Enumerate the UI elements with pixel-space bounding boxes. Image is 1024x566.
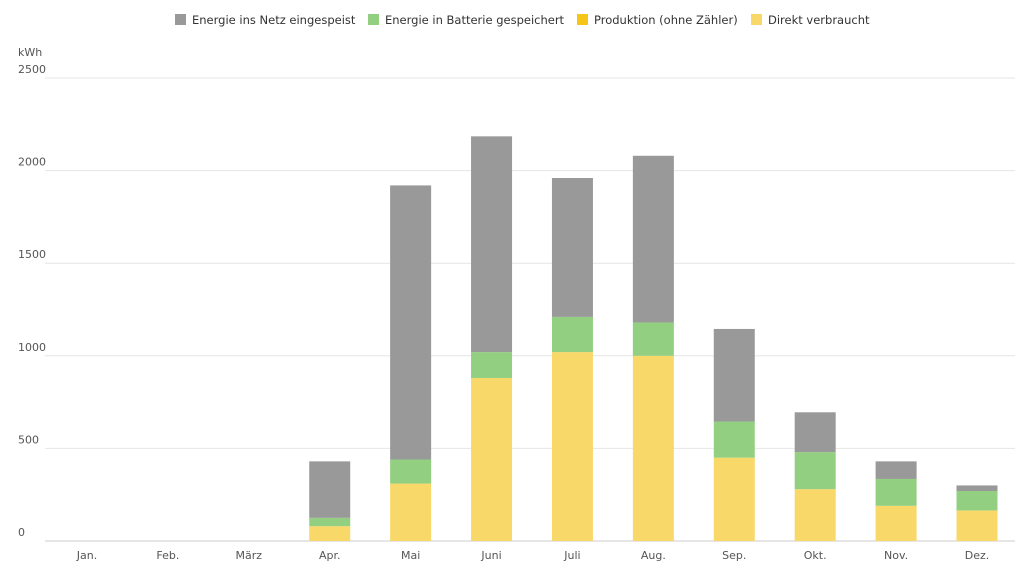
bar-segment-energie-in-batterie-gespeichert-3 (309, 517, 351, 527)
bar-segment-energie-in-batterie-gespeichert-7 (632, 322, 674, 356)
y-axis-unit-label: kWh (18, 46, 42, 59)
legend-swatch-3 (751, 14, 762, 25)
gridlines: 0 500 1000 1500 2000 2500 (18, 63, 1015, 542)
x-tick-label-11: Dez. (965, 549, 990, 562)
bar-segment-direkt-verbraucht-7 (632, 355, 674, 541)
bar-segment-energie-ins-netz-eingespeist-4 (390, 185, 432, 460)
bar-segment-energie-ins-netz-eingespeist-7 (632, 155, 674, 323)
bar-segment-energie-ins-netz-eingespeist-8 (713, 328, 755, 422)
bar-segment-direkt-verbraucht-10 (875, 505, 917, 541)
y-tick-label-1500: 1500 (18, 248, 46, 261)
bar-segment-energie-in-batterie-gespeichert-9 (794, 452, 836, 490)
y-tick-label-2500: 2500 (18, 63, 46, 76)
y-tick-label-1000: 1000 (18, 341, 46, 354)
legend-label-3: Direkt verbraucht (768, 13, 870, 27)
x-axis-ticks: Jan. Feb. März Apr. Mai Juni Juli Aug. Sep. Okt. N… (76, 549, 989, 562)
legend: Energie ins Netz eingespeist Energie in B… (175, 13, 870, 27)
bar-segment-energie-ins-netz-eingespeist-9 (794, 412, 836, 453)
y-tick-label-500: 500 (18, 433, 39, 446)
legend-label-0: Energie ins Netz eingespeist (192, 13, 356, 27)
bar-segment-energie-ins-netz-eingespeist-3 (309, 461, 351, 518)
bar-segment-energie-in-batterie-gespeichert-5 (471, 352, 513, 379)
bar-segment-energie-ins-netz-eingespeist-11 (956, 485, 998, 491)
bars (309, 136, 998, 541)
bar-segment-direkt-verbraucht-9 (794, 489, 836, 541)
legend-swatch-1 (368, 14, 379, 25)
bar-segment-direkt-verbraucht-3 (309, 526, 351, 541)
x-tick-label-8: Sep. (722, 549, 746, 562)
bar-segment-energie-ins-netz-eingespeist-10 (875, 461, 917, 479)
x-tick-label-10: Nov. (884, 549, 908, 562)
x-tick-label-0: Jan. (76, 549, 97, 562)
bar-segment-energie-ins-netz-eingespeist-6 (551, 178, 593, 317)
x-tick-label-1: Feb. (156, 549, 179, 562)
x-tick-label-4: Mai (401, 549, 420, 562)
bar-segment-energie-in-batterie-gespeichert-8 (713, 421, 755, 458)
bar-segment-direkt-verbraucht-11 (956, 510, 998, 541)
x-tick-label-6: Juli (563, 549, 580, 562)
legend-label-1: Energie in Batterie gespeichert (385, 13, 565, 27)
y-tick-label-2000: 2000 (18, 156, 46, 169)
legend-swatch-2 (577, 14, 588, 25)
x-tick-label-3: Apr. (319, 549, 341, 562)
bar-segment-direkt-verbraucht-8 (713, 457, 755, 541)
x-tick-label-2: März (236, 549, 263, 562)
bar-segment-energie-in-batterie-gespeichert-11 (956, 490, 998, 511)
x-tick-label-9: Okt. (804, 549, 827, 562)
bar-segment-energie-in-batterie-gespeichert-4 (390, 459, 432, 484)
x-tick-label-5: Juni (480, 549, 501, 562)
bar-segment-direkt-verbraucht-5 (471, 378, 513, 541)
legend-swatch-0 (175, 14, 186, 25)
x-tick-label-7: Aug. (641, 549, 666, 562)
bar-segment-direkt-verbraucht-6 (551, 352, 593, 541)
bar-segment-energie-in-batterie-gespeichert-10 (875, 478, 917, 506)
bar-segment-energie-in-batterie-gespeichert-6 (551, 316, 593, 353)
y-tick-label-0: 0 (18, 526, 25, 539)
bar-segment-direkt-verbraucht-4 (390, 483, 432, 541)
bar-segment-energie-ins-netz-eingespeist-5 (471, 136, 513, 353)
legend-label-2: Produktion (ohne Zähler) (594, 13, 738, 27)
